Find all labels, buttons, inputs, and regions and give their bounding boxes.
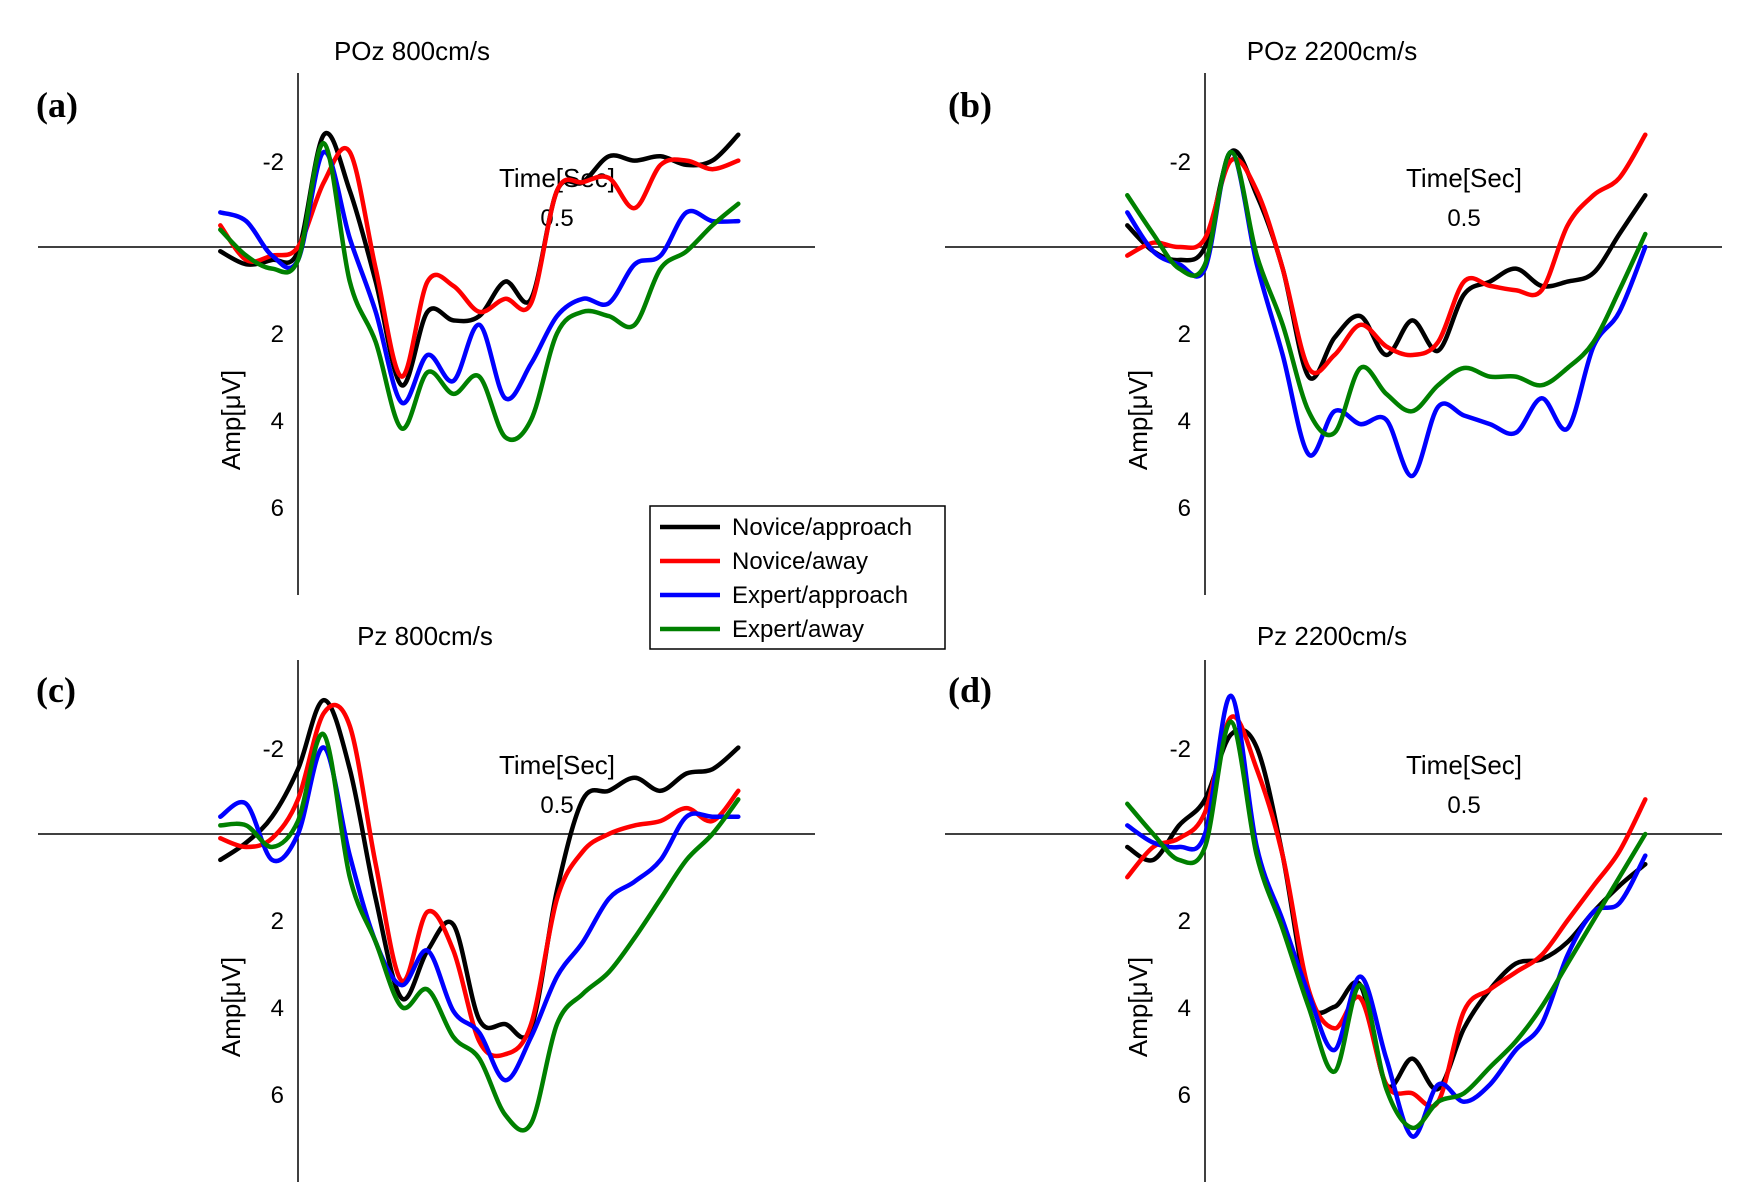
panel-c-series-novice-approach <box>218 697 741 1040</box>
panel-b-ytick-label: 2 <box>1178 321 1191 348</box>
panel-a-title: POz 800cm/s <box>334 36 490 66</box>
panel-b-ytick-label: 4 <box>1178 408 1191 435</box>
panel-c-ytick-label: -2 <box>263 736 284 763</box>
panel-c-series-novice-away <box>218 702 741 1059</box>
panel-b-ytick-label: -2 <box>1170 149 1191 176</box>
panel-b-y-axis-label: Amp[μV] <box>1123 370 1153 470</box>
legend-entry: Expert/approach <box>660 582 908 609</box>
legend-entry: Novice/away <box>660 548 868 575</box>
panel-d-y-axis-label: Amp[μV] <box>1123 957 1153 1057</box>
panel-c-x-axis-label: Time[Sec] <box>499 750 615 780</box>
panel-b-x-axis-label: Time[Sec] <box>1406 163 1522 193</box>
panel-d-xtick-label: 0.5 <box>1447 792 1480 819</box>
panel-a-ytick-label: -2 <box>263 149 284 176</box>
panel-a-series-novice-away <box>218 145 741 379</box>
legend-label: Novice/away <box>732 548 868 575</box>
legend-entry: Expert/away <box>660 616 864 643</box>
panel-c-series-expert-away <box>218 731 741 1133</box>
panel-b-series-expert-away <box>1125 149 1648 438</box>
panel-a-ytick-label: 4 <box>271 408 284 435</box>
panel-a-y-axis-label: Amp[μV] <box>216 370 246 470</box>
legend-label: Expert/approach <box>732 582 908 609</box>
panel-b-xtick-label: 0.5 <box>1447 205 1480 232</box>
legend-label: Novice/approach <box>732 514 912 541</box>
panel-a-ytick-label: 2 <box>271 321 284 348</box>
panel-d-series-expert-approach <box>1125 693 1648 1139</box>
panel-b-letter: (b) <box>948 85 992 125</box>
legend-box <box>649 505 946 650</box>
panel-c-xtick-label: 0.5 <box>540 792 573 819</box>
panel-a-series-expert-away <box>218 141 741 443</box>
panel-d-letter: (d) <box>948 670 992 710</box>
panel-d-ytick-label: -2 <box>1170 736 1191 763</box>
panel-a-xtick-label: 0.5 <box>540 205 573 232</box>
panel-c-y-axis-label: Amp[μV] <box>216 957 246 1057</box>
panel-c-ytick-label: 4 <box>271 995 284 1022</box>
panel-d: (d) Pz 2200cm/s -2 2 4 6 0.5 Time[Sec] A… <box>945 621 1722 1182</box>
panel-c-ytick-label: 2 <box>271 908 284 935</box>
panel-c-title: Pz 800cm/s <box>357 621 493 651</box>
panel-c: (c) Pz 800cm/s -2 2 4 6 0.5 Time[Sec] Am… <box>36 621 815 1182</box>
panel-d-ytick-label: 2 <box>1178 908 1191 935</box>
panel-a-letter: (a) <box>36 85 78 125</box>
panel-b-ytick-label: 6 <box>1178 495 1191 522</box>
panel-d-ytick-label: 6 <box>1178 1082 1191 1109</box>
panel-c-series-expert-approach <box>218 745 741 1083</box>
panel-d-title: Pz 2200cm/s <box>1257 621 1407 651</box>
panel-c-ytick-label: 6 <box>271 1082 284 1109</box>
panel-c-letter: (c) <box>36 670 76 710</box>
panel-b-title: POz 2200cm/s <box>1247 36 1418 66</box>
legend-entry: Novice/approach <box>660 514 912 541</box>
panel-a-ytick-label: 6 <box>271 495 284 522</box>
panel-d-ytick-label: 4 <box>1178 995 1191 1022</box>
panel-b: (b) POz 2200cm/s -2 2 4 6 0.5 Time[Sec] … <box>945 36 1722 595</box>
legend: Novice/approach Novice/away Expert/appro… <box>649 505 946 650</box>
panel-a: (a) POz 800cm/s -2 2 4 6 0.5 Time[Sec] A… <box>36 36 815 595</box>
panel-d-series-expert-away <box>1125 719 1648 1131</box>
panel-d-x-axis-label: Time[Sec] <box>1406 750 1522 780</box>
legend-label: Expert/away <box>732 616 864 643</box>
